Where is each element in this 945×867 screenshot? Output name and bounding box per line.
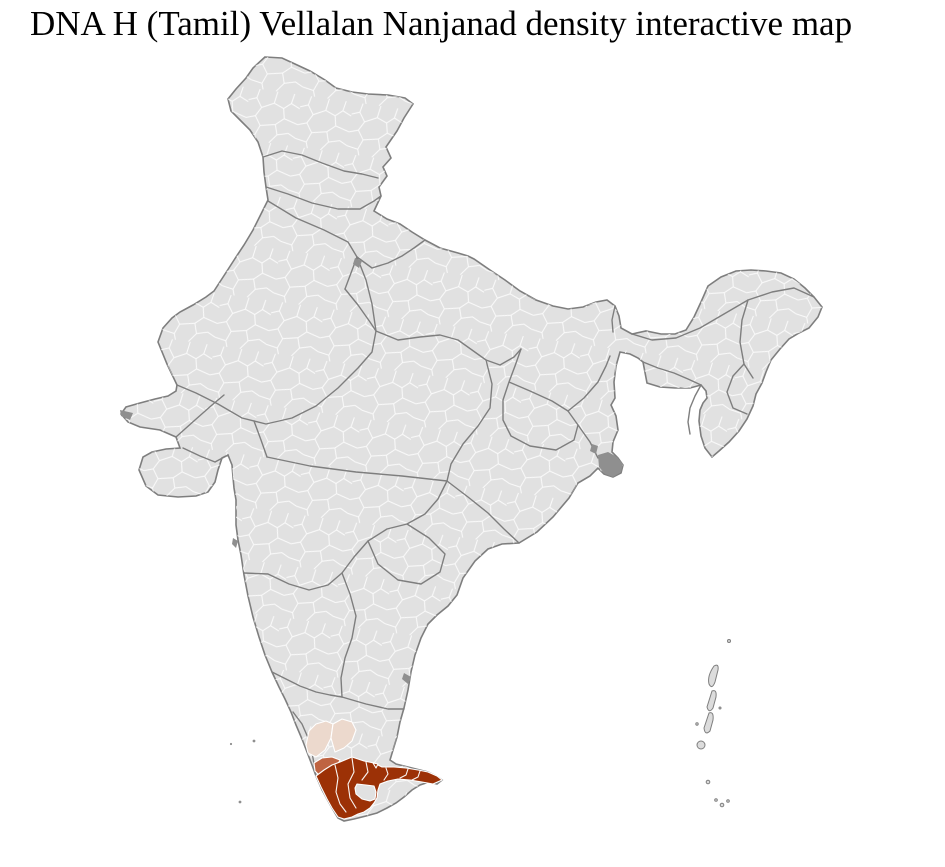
state-border [243, 480, 448, 591]
island[interactable] [708, 664, 719, 688]
island[interactable] [252, 739, 256, 743]
island[interactable] [703, 712, 714, 734]
state-border [253, 420, 268, 458]
district-inner-border [383, 767, 389, 781]
district-low-density[interactable] [330, 718, 357, 753]
state-border [502, 348, 579, 451]
district-high-density[interactable] [372, 762, 379, 769]
state-border [266, 456, 448, 482]
district-inner-border [347, 757, 357, 809]
urban-area-patch [402, 673, 411, 684]
state-border [340, 572, 357, 698]
district-high-density[interactable] [315, 756, 443, 820]
state-border [631, 287, 815, 341]
state-border [739, 299, 754, 379]
district-inner-borders [334, 757, 421, 813]
state-border [267, 200, 358, 290]
island[interactable] [718, 706, 722, 710]
urban-area-patch [590, 444, 598, 454]
state-border [687, 384, 702, 435]
urban-area-patch [598, 452, 623, 477]
island[interactable] [706, 690, 717, 712]
island[interactable] [696, 740, 706, 750]
district-inner-border [399, 768, 409, 779]
state-border [176, 288, 377, 425]
state-border [375, 330, 522, 366]
island[interactable] [229, 742, 233, 746]
map-title: DNA H (Tamil) Vellalan Nanjanad density … [30, 4, 853, 43]
state-border [611, 305, 616, 333]
island[interactable] [719, 802, 725, 808]
state-border [271, 671, 343, 698]
andaman-nicobar-islands[interactable] [695, 639, 731, 808]
island[interactable] [726, 799, 730, 803]
state-border [726, 363, 748, 415]
state-border [446, 359, 493, 482]
district-inner-border [361, 761, 369, 781]
district-no-data-enclave[interactable] [354, 783, 377, 802]
state-border [175, 394, 225, 438]
island[interactable] [705, 779, 711, 785]
island[interactable] [727, 639, 731, 643]
island[interactable] [695, 722, 699, 726]
state-border [446, 480, 520, 544]
island[interactable] [238, 800, 242, 804]
urban-patches [120, 258, 623, 684]
state-border [356, 256, 377, 332]
urban-area-patch [353, 258, 362, 268]
state-border [356, 239, 426, 269]
lakshadweep-islands[interactable] [229, 739, 256, 804]
state-border [341, 696, 405, 710]
state-border [265, 186, 382, 210]
state-border [262, 150, 379, 179]
district-inner-border [411, 770, 421, 781]
island[interactable] [714, 798, 718, 802]
urban-area-patch [120, 410, 133, 420]
state-border [367, 523, 446, 585]
density-districts[interactable] [305, 718, 443, 820]
state-border [182, 447, 229, 463]
state-border [642, 361, 702, 386]
urban-area-patch [232, 538, 238, 548]
district-inner-border [334, 764, 347, 813]
district-mesh [121, 57, 822, 821]
state-borders [175, 150, 815, 805]
state-border [567, 355, 611, 412]
